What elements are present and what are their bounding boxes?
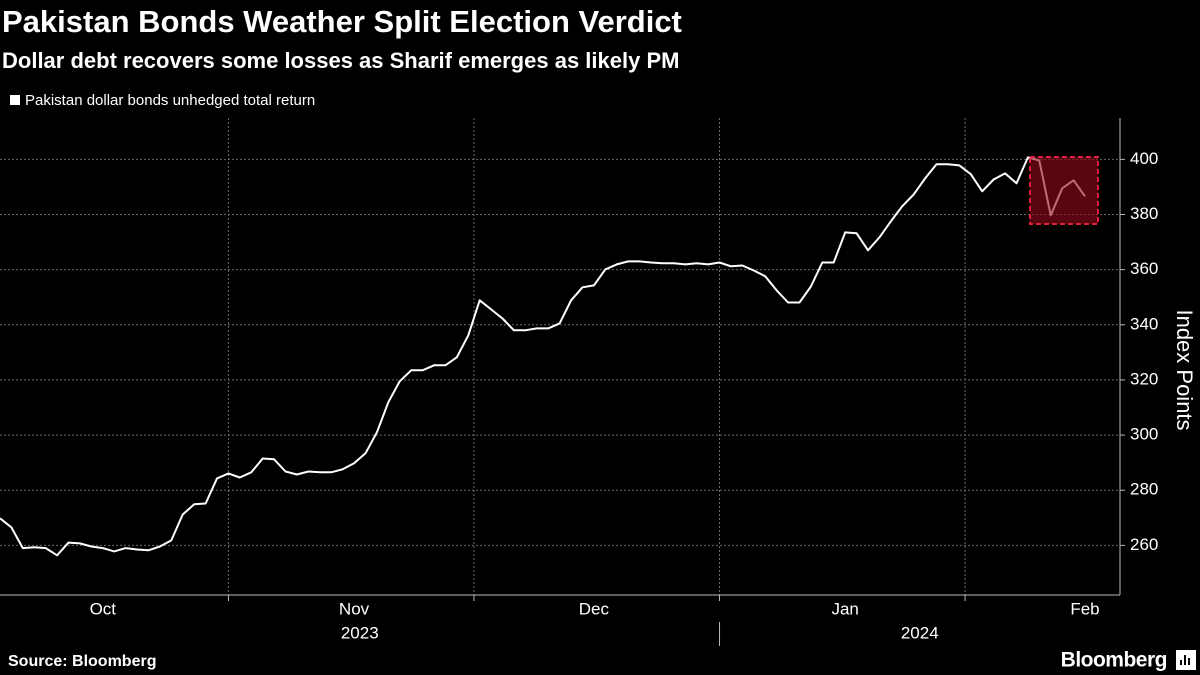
- source: Source: Bloomberg: [8, 653, 156, 670]
- y-tick-label: 400: [1130, 149, 1158, 168]
- chart-title: Pakistan Bonds Weather Split Election Ve…: [2, 4, 682, 39]
- legend-swatch: [10, 95, 20, 105]
- x-tick-label: Oct: [90, 599, 117, 618]
- series-line: [0, 156, 1086, 557]
- y-tick-label: 260: [1130, 535, 1158, 554]
- y-tick-label: 340: [1130, 314, 1158, 333]
- chart-subtitle: Dollar debt recovers some losses as Shar…: [2, 48, 679, 73]
- x-tick-label: Nov: [339, 599, 370, 618]
- y-tick-label: 280: [1130, 480, 1158, 499]
- year-label: 2024: [901, 623, 939, 642]
- year-label: 2023: [341, 623, 379, 642]
- x-tick-label: Dec: [579, 599, 610, 618]
- x-tick-label: Jan: [831, 599, 858, 618]
- y-axis-label: Index Points: [1172, 309, 1197, 430]
- y-tick-label: 300: [1130, 425, 1158, 444]
- highlight-box: [1029, 156, 1099, 225]
- x-tick-label: Feb: [1070, 599, 1099, 618]
- brand: Bloomberg: [1061, 649, 1167, 672]
- legend-label: Pakistan dollar bonds unhedged total ret…: [25, 92, 315, 109]
- y-tick-label: 360: [1130, 259, 1158, 278]
- brand-icon-bars: [1180, 655, 1190, 665]
- y-tick-label: 380: [1130, 204, 1158, 223]
- y-tick-label: 320: [1130, 369, 1158, 388]
